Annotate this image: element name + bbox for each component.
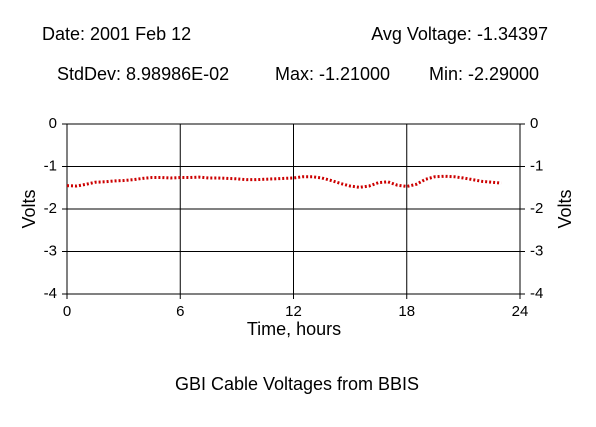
x-axis-label: Time, hours [247,319,341,339]
y2-axis-label: Volts [555,189,575,228]
data-line [66,174,502,189]
y-tick-label: -2 [44,200,57,217]
y2-tick-label: 0 [530,115,538,132]
y-axis-label: Volts [19,189,39,228]
y2-tick-label: -4 [530,285,543,302]
chart-title: GBI Cable Voltages from BBIS [175,374,419,394]
max: Max: -1.21000 [275,64,390,84]
y-tick-label: -1 [44,157,57,174]
date: Date: 2001 Feb 12 [42,24,191,44]
y-tick-label: -3 [44,242,57,259]
min: Min: -2.29000 [429,64,539,84]
x-tick-label: 12 [285,303,302,320]
x-tick-label: 18 [398,303,415,320]
stddev: StdDev: 8.98986E-02 [57,64,229,84]
y2-tick-label: -3 [530,242,543,259]
x-tick-label: 24 [512,303,529,320]
y2-tick-label: -2 [530,200,543,217]
x-tick-label: 0 [63,303,71,320]
y-tick-label: -4 [44,285,57,302]
avg-voltage: Avg Voltage: -1.34397 [371,24,548,44]
x-tick-label: 6 [176,303,184,320]
y2-tick-label: -1 [530,157,543,174]
y-tick-label: 0 [49,115,57,132]
